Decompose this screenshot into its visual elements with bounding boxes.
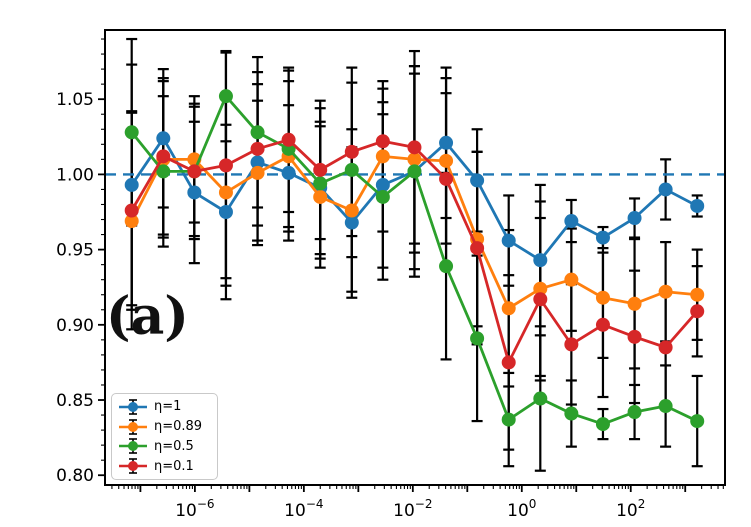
legend-errorbar-marker-icon	[119, 418, 147, 435]
data-point	[375, 189, 390, 204]
data-point	[690, 304, 705, 319]
data-point	[218, 185, 233, 200]
legend-item-eta-1: η=1	[118, 397, 211, 417]
data-point	[313, 176, 328, 191]
plot-frame	[104, 29, 726, 486]
legend-item-label: η=1	[154, 399, 182, 415]
data-point	[124, 125, 139, 140]
x-tick-label: 10−6	[175, 497, 214, 521]
data-point	[250, 141, 265, 156]
data-point	[439, 259, 454, 274]
data-point	[627, 405, 642, 420]
legend-item-label: η=0.89	[154, 419, 203, 435]
data-point	[690, 198, 705, 213]
legend-item-eta-0.1: η=0.1	[118, 456, 211, 476]
data-point	[344, 144, 359, 159]
data-point	[501, 355, 516, 370]
data-point	[375, 134, 390, 149]
data-point	[564, 272, 579, 287]
legend-errorbar-marker-icon	[119, 458, 147, 474]
data-point	[658, 399, 673, 414]
data-point	[627, 329, 642, 344]
data-point	[250, 165, 265, 180]
legend: η=1 η=0.89 η=0.5 η=0.1	[111, 393, 218, 480]
data-point	[439, 135, 454, 150]
x-axis: 10−6 10−4 10−2 100 102	[111, 485, 724, 521]
data-point	[250, 125, 265, 140]
legend-item-eta-0.5: η=0.5	[118, 437, 211, 457]
data-point	[313, 189, 328, 204]
panel-label: (a)	[106, 286, 189, 347]
data-point	[658, 340, 673, 355]
data-point	[124, 203, 139, 218]
data-point	[344, 162, 359, 177]
data-point	[501, 301, 516, 316]
y-tick-label: 1.05	[56, 90, 94, 110]
data-point	[595, 417, 610, 432]
data-point	[344, 215, 359, 230]
data-point	[501, 412, 516, 427]
legend-item-eta-0.89: η=0.89	[118, 417, 211, 437]
data-point	[407, 152, 422, 167]
data-point	[564, 406, 579, 421]
data-point	[439, 153, 454, 168]
data-point	[407, 140, 422, 155]
data-point	[595, 317, 610, 332]
data-point	[533, 292, 548, 307]
x-tick-label: 100	[507, 497, 536, 521]
data-point	[658, 284, 673, 299]
data-point	[690, 287, 705, 302]
data-point	[407, 164, 422, 179]
data-point	[156, 164, 171, 179]
data-point	[156, 131, 171, 146]
legend-errorbar-marker-icon	[119, 399, 147, 415]
data-point	[533, 281, 548, 296]
data-point	[156, 149, 171, 164]
data-point	[124, 177, 139, 192]
x-tick-label: 10−2	[393, 497, 432, 521]
data-point	[250, 155, 265, 170]
data-point	[218, 205, 233, 219]
legend-item-label: η=0.5	[154, 438, 194, 454]
data-point	[344, 203, 359, 218]
data-point	[470, 241, 485, 256]
data-point	[470, 173, 485, 188]
data-point	[564, 337, 579, 352]
data-point	[187, 164, 202, 179]
data-point	[595, 230, 610, 245]
x-tick-label: 102	[616, 497, 645, 521]
legend-errorbar-marker-icon	[119, 438, 147, 455]
legend-item-label: η=0.1	[154, 458, 194, 474]
y-tick-label: 0.95	[56, 241, 94, 261]
data-point	[439, 171, 454, 186]
data-point	[218, 158, 233, 173]
data-point	[187, 185, 202, 200]
data-point	[470, 331, 485, 346]
data-point	[533, 253, 548, 268]
data-point	[218, 89, 233, 104]
data-point	[533, 391, 548, 406]
data-point	[375, 177, 390, 192]
y-tick-label: 0.80	[56, 466, 94, 486]
data-point	[281, 132, 296, 147]
data-point	[658, 182, 673, 197]
y-tick-label: 1.00	[56, 165, 94, 185]
data-point	[564, 214, 579, 229]
data-point	[124, 214, 139, 229]
y-axis: 1.05 1.00 0.95 0.90 0.85 0.80	[56, 38, 105, 486]
data-point	[501, 233, 516, 248]
data-point	[281, 165, 296, 180]
x-tick-label: 10−4	[284, 497, 323, 521]
data-point	[595, 290, 610, 305]
data-point	[690, 414, 705, 429]
data-point	[375, 149, 390, 164]
y-tick-label: 0.85	[56, 391, 94, 411]
data-point	[627, 296, 642, 311]
y-tick-label: 0.90	[56, 316, 94, 336]
data-point	[313, 162, 328, 177]
data-point	[627, 211, 642, 226]
